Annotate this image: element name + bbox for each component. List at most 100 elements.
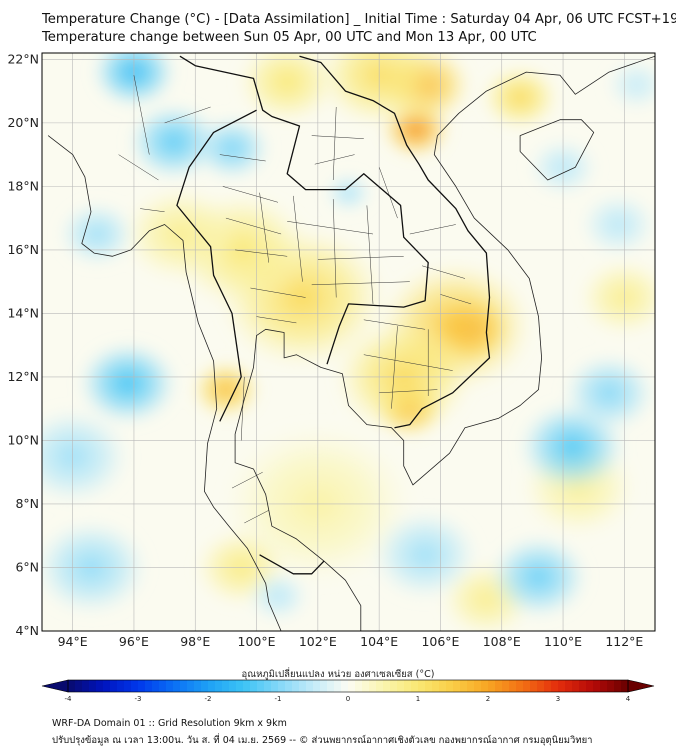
colorbar-segment (75, 680, 83, 692)
field-blob (563, 354, 655, 432)
colorbar-tick-label: 0 (346, 695, 350, 703)
colorbar-segment (432, 680, 440, 692)
colorbar: -4 -3 -2 -1 0 1 2 3 4 (41, 679, 655, 703)
colorbar-segment (236, 680, 244, 692)
colorbar-segment (180, 680, 188, 692)
colorbar-segment (439, 680, 447, 692)
province-line (378, 167, 398, 219)
colorbar-segment (222, 680, 230, 692)
colorbar-segment (292, 680, 300, 692)
province-line (287, 221, 374, 235)
lat-label: 10°N (7, 432, 39, 447)
colorbar-segment (341, 680, 349, 692)
colorbar-segment (285, 680, 293, 692)
province-line (332, 106, 337, 181)
colorbar-segment (516, 680, 524, 692)
province-line (140, 208, 165, 213)
colorbar-segment (418, 680, 426, 692)
coastline (519, 119, 595, 181)
colorbar-segment (103, 680, 111, 692)
colorbar-segment (621, 680, 629, 692)
province-line (250, 287, 306, 298)
colorbar-segment (208, 680, 216, 692)
colorbar-segment (348, 680, 356, 692)
province-line (259, 192, 270, 263)
province-line (256, 316, 297, 324)
colorbar-segment (320, 680, 328, 692)
province-line (164, 106, 211, 124)
country-border (259, 554, 325, 575)
colorbar-segment (250, 680, 258, 692)
province-line (440, 294, 472, 305)
colorbar-segment (565, 680, 573, 692)
colorbar-segment (474, 680, 482, 692)
colorbar-segment (383, 680, 391, 692)
province-line (240, 376, 245, 441)
field-blob (58, 201, 136, 267)
colorbar-segment (159, 680, 167, 692)
lat-label: 22°N (7, 51, 39, 66)
colorbar-segment (460, 680, 468, 692)
lat-label: 20°N (7, 115, 39, 130)
province-line (231, 471, 263, 489)
colorbar-segment (495, 680, 503, 692)
province-line (235, 249, 288, 257)
colorbar-segment (481, 680, 489, 692)
colorbar-tick-label: -3 (135, 695, 142, 703)
colorbar-segment (453, 680, 461, 692)
colorbar-segment (313, 680, 321, 692)
lat-label: 8°N (15, 496, 39, 511)
colorbar-segment (467, 680, 475, 692)
lat-label: 14°N (7, 305, 39, 320)
field-blob (488, 535, 589, 619)
coastline (47, 135, 282, 631)
lon-label: 108°E (483, 634, 521, 649)
colorbar-segment (579, 680, 587, 692)
province-line (311, 281, 410, 286)
colorbar-segment (110, 680, 118, 692)
colorbar-segment (124, 680, 132, 692)
field-blob (237, 53, 337, 124)
province-line (391, 326, 398, 409)
lat-label: 16°N (7, 242, 39, 257)
colorbar-segment (306, 680, 314, 692)
latitude-labels: 22°N 20°N 18°N 16°N 14°N 12°N 10°N 8°N 6°N 4°N (7, 51, 39, 638)
colorbar-segment (446, 680, 454, 692)
colorbar-segment (187, 680, 195, 692)
colorbar-segment (152, 680, 160, 692)
colorbar-segment (257, 680, 265, 692)
colorbar-segment (278, 680, 286, 692)
map-area[interactable] (15, 24, 670, 638)
colorbar-segment (572, 680, 580, 692)
country-border (179, 55, 429, 365)
field-blob (605, 59, 655, 111)
colorbar-segment (96, 680, 104, 692)
field-blob (42, 408, 131, 505)
chart-title: Temperature Change (°C) - [Data Assimila… (42, 12, 676, 27)
colorbar-tick-label: 2 (486, 695, 490, 703)
colorbar-segment (355, 680, 363, 692)
colorbar-segment (586, 680, 594, 692)
colorbar-segment (614, 680, 622, 692)
colorbar-segment (397, 680, 405, 692)
field-blob (481, 65, 559, 130)
coastline (234, 55, 655, 631)
colorbar-segment (215, 680, 223, 692)
field-blob (325, 173, 372, 213)
colorbar-segment (243, 680, 251, 692)
field-blob (578, 258, 655, 337)
province-boundaries (118, 75, 472, 524)
colorbar-segment (229, 680, 237, 692)
colorbar-segment (502, 680, 510, 692)
colorbar-segment (369, 680, 377, 692)
province-line (311, 135, 364, 139)
chart-subtitle: Temperature change between Sun 05 Apr, 0… (42, 30, 537, 45)
country-border (299, 55, 491, 429)
colorbar-segment (117, 680, 125, 692)
colorbar-tick-label: -1 (275, 695, 282, 703)
colorbar-segment (271, 680, 279, 692)
province-line (293, 195, 303, 282)
province-line (219, 154, 266, 162)
colorbar-segment (166, 680, 174, 692)
lon-label: 110°E (544, 634, 582, 649)
